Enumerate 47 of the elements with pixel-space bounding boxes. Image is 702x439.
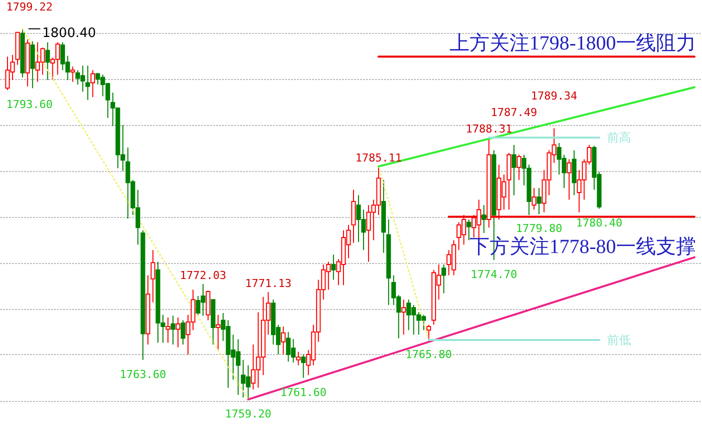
candlestick: [45, 42, 50, 81]
candlestick: [70, 66, 75, 82]
annotation: 1788.31: [466, 122, 512, 136]
candlestick: [85, 65, 90, 100]
candlestick: [572, 150, 576, 196]
annotation: 1765.80: [406, 348, 452, 362]
candlestick: [401, 299, 406, 336]
annotation: 1772.03: [180, 269, 226, 282]
annotation: 1793.60: [6, 98, 53, 111]
annotation: 1785.11: [355, 151, 402, 164]
candlestick: [466, 219, 472, 241]
annotation: 1787.49: [490, 106, 538, 119]
candlestick: [150, 250, 156, 303]
series-label: 前高: [607, 130, 632, 145]
candlestick: [351, 189, 356, 244]
candlestick: [566, 158, 572, 200]
candlestick: [176, 317, 180, 348]
candlestick: [30, 40, 35, 89]
candlestick: [206, 290, 210, 321]
annotation: 1761.60: [280, 386, 327, 399]
candlestick: [180, 320, 186, 346]
candlestick: [426, 324, 432, 341]
candlestick: [536, 188, 542, 215]
candlestick: [90, 70, 96, 98]
annotation: 1759.20: [225, 407, 272, 420]
candlestick: [216, 314, 220, 350]
annotation: 1779.80: [516, 222, 562, 236]
candlestick: [331, 254, 336, 280]
series-label: 前低: [607, 333, 632, 348]
annotation: 1800.40: [42, 26, 96, 41]
candlestick: [482, 204, 486, 234]
annotation: 1763.60: [120, 368, 166, 381]
series-label: 上方关注1798-1800一线阻力: [449, 32, 696, 55]
candlestick: [296, 351, 301, 366]
annotation: 1789.34: [530, 89, 578, 102]
candlestick: [512, 144, 516, 196]
annotation: 1771.13: [245, 277, 292, 290]
candlestick: [532, 188, 536, 210]
candlestick: [170, 315, 176, 346]
annotation: 1780.40: [576, 216, 622, 230]
candlestick: [301, 354, 306, 378]
candlestick: [281, 326, 286, 355]
annotation: 1774.70: [470, 268, 518, 281]
candlestick: [516, 154, 522, 180]
candlestick: [166, 317, 170, 344]
candlestick: [441, 264, 446, 294]
annotation: 1799.22: [6, 0, 53, 14]
